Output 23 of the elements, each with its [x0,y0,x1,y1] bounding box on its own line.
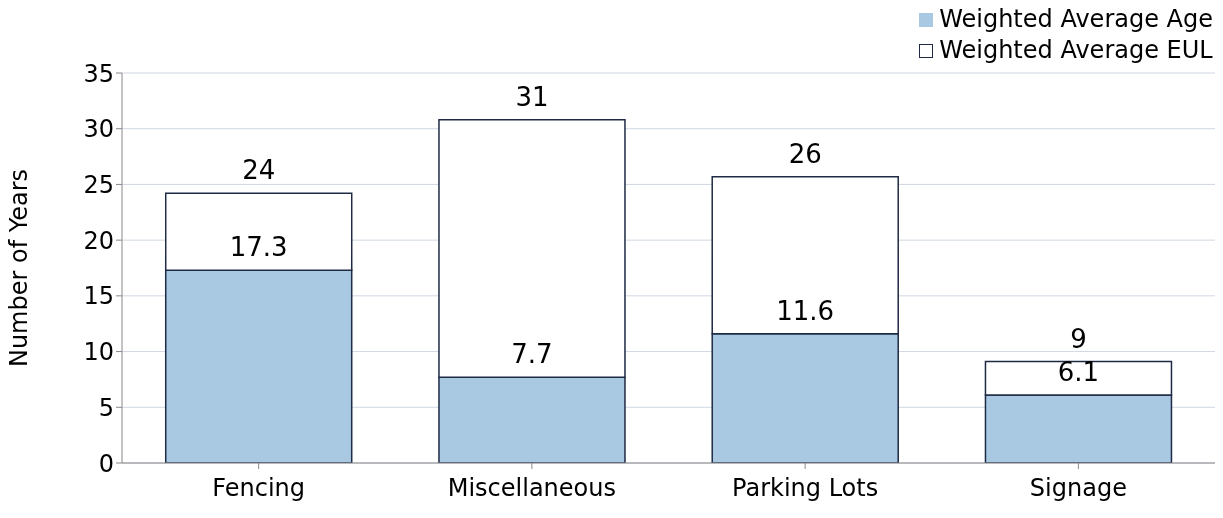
x-tick-label: Parking Lots [732,474,879,503]
data-label: 6.1 [1057,357,1100,388]
total-label: 31 [515,81,549,112]
total-label: 9 [1070,323,1087,354]
y-tick-label: 0 [98,449,114,478]
data-label: 17.3 [229,232,288,263]
legend-label: Weighted Average EUL [939,35,1213,66]
data-label: 7.7 [511,339,553,370]
y-tick-label: 20 [83,226,114,255]
y-axis-title: Number of Years [4,168,33,368]
y-tick-label: 25 [83,170,114,199]
x-tick-label: Fencing [212,474,306,503]
data-label: 11.6 [776,295,835,326]
y-tick-label: 15 [83,282,114,311]
y-tick-label: 10 [83,338,114,367]
total-label: 24 [242,155,276,186]
y-tick-label: 5 [98,393,114,422]
total-label: 26 [788,138,822,169]
legend-label: Weighted Average Age [939,4,1213,35]
y-tick-label: 30 [83,115,114,144]
x-tick-label: Miscellaneous [447,474,617,503]
x-tick-label: Signage [1029,474,1127,503]
y-tick-label: 35 [83,59,114,88]
